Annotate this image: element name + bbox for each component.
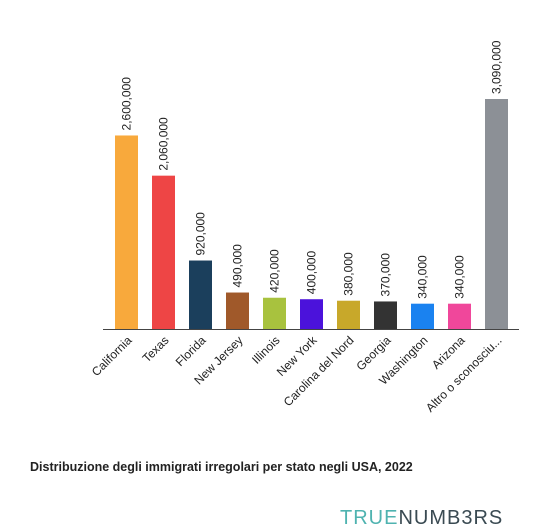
- x-tick-label: Illinois: [249, 333, 282, 366]
- brand-logo: TRUENUMB3RS: [340, 507, 503, 529]
- bar: [337, 300, 360, 329]
- value-label: 3,090,000: [490, 40, 504, 94]
- x-tick-label: Carolina del Nord: [281, 333, 357, 409]
- value-label: 370,000: [379, 253, 393, 297]
- x-tick-label: Florida: [173, 333, 209, 369]
- bar: [374, 301, 397, 329]
- bar: [411, 303, 434, 329]
- x-tick-label: California: [89, 333, 135, 379]
- bar: [485, 99, 508, 329]
- value-label: 340,000: [453, 255, 467, 299]
- value-label: 400,000: [305, 251, 319, 295]
- value-label: 420,000: [268, 249, 282, 293]
- value-label: 340,000: [416, 255, 430, 299]
- value-label: 490,000: [231, 244, 245, 288]
- bar: [115, 135, 138, 329]
- bar: [300, 299, 323, 329]
- brand-part: TRUE: [340, 507, 398, 529]
- value-label: 380,000: [342, 252, 356, 296]
- chart-title: Distribuzione degli immigrati irregolari…: [30, 460, 413, 474]
- bar: [152, 175, 175, 329]
- bar: [263, 297, 286, 329]
- bar: [448, 303, 471, 329]
- value-label: 2,060,000: [157, 117, 171, 171]
- value-label: 920,000: [194, 212, 208, 256]
- bar: [189, 260, 212, 329]
- x-tick-label: Texas: [140, 333, 172, 365]
- bar: [226, 292, 249, 329]
- value-label: 2,600,000: [120, 77, 134, 131]
- brand-part: NUMB3RS: [398, 507, 503, 529]
